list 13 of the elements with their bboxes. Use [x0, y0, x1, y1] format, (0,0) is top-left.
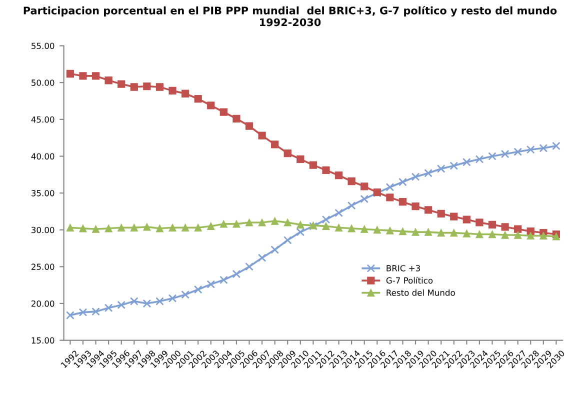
legend-label: Resto del Mundo — [386, 289, 455, 296]
y-tick-label: 25.00 — [32, 264, 54, 270]
legend-label: BRIC +3 — [386, 265, 420, 272]
y-tick-label: 15.00 — [32, 337, 54, 344]
y-tick-label: 40.00 — [31, 153, 54, 160]
y-tick-label: 45.00 — [31, 116, 54, 123]
legend-label: G-7 Político — [386, 276, 433, 284]
y-tick-label: 50.00 — [32, 80, 54, 86]
y-tick-label: 20.00 — [32, 300, 54, 307]
y-tick-label: 35.00 — [32, 190, 54, 196]
y-tick-label: 30.00 — [32, 226, 54, 234]
chart-title: Participacion porcentual en el PIB PPP mundial del BRIC+3, G-7 político y resto del mundo 1992-2030 — [24, 6, 557, 26]
y-tick-label: 55.00 — [32, 42, 54, 50]
